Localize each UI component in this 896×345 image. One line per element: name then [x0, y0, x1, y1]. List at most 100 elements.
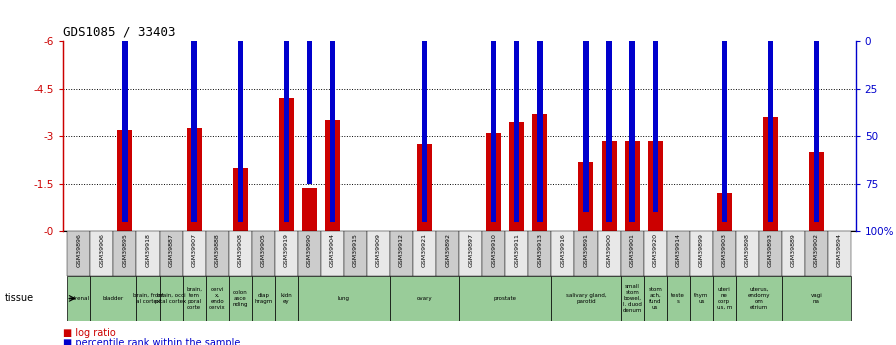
Bar: [306, 41, 312, 184]
Bar: [297, 231, 321, 276]
Text: vagi
na: vagi na: [811, 293, 823, 304]
Bar: [136, 231, 159, 276]
Bar: [123, 41, 127, 221]
Text: stom
ach,
fund
us: stom ach, fund us: [648, 287, 662, 309]
Bar: [487, 133, 501, 231]
Text: GSM39915: GSM39915: [353, 233, 358, 267]
Bar: [228, 231, 252, 276]
Bar: [436, 231, 460, 276]
Bar: [325, 120, 340, 231]
Text: colon
asce
nding: colon asce nding: [232, 290, 248, 307]
Bar: [237, 41, 243, 221]
Bar: [459, 276, 551, 321]
Text: GSM39899: GSM39899: [699, 233, 703, 267]
Bar: [574, 231, 598, 276]
Text: GSM39906: GSM39906: [99, 233, 105, 267]
Bar: [390, 276, 460, 321]
Text: GSM39910: GSM39910: [491, 233, 496, 267]
Bar: [598, 231, 621, 276]
Text: GSM39889: GSM39889: [791, 233, 796, 267]
Bar: [390, 231, 413, 276]
Bar: [67, 231, 90, 276]
Text: GSM39892: GSM39892: [445, 233, 450, 267]
Text: salivary gland,
parotid: salivary gland, parotid: [565, 293, 607, 304]
Text: GSM39900: GSM39900: [607, 233, 612, 267]
Bar: [712, 231, 736, 276]
Bar: [538, 41, 542, 221]
Bar: [583, 41, 589, 212]
Bar: [482, 231, 505, 276]
Bar: [344, 231, 367, 276]
Bar: [532, 114, 547, 231]
Bar: [809, 152, 824, 231]
Bar: [114, 231, 136, 276]
Text: GSM39887: GSM39887: [168, 233, 174, 267]
Bar: [505, 231, 529, 276]
Text: GSM39916: GSM39916: [560, 233, 565, 267]
Bar: [284, 41, 289, 221]
Text: GSM39908: GSM39908: [237, 233, 243, 267]
Bar: [717, 193, 732, 231]
Bar: [630, 41, 634, 221]
Bar: [652, 41, 658, 212]
Bar: [648, 141, 663, 231]
Bar: [625, 141, 640, 231]
Text: lung: lung: [338, 296, 350, 301]
Bar: [551, 276, 621, 321]
Bar: [782, 276, 851, 321]
Bar: [136, 276, 159, 321]
Text: ovary: ovary: [417, 296, 433, 301]
Bar: [252, 276, 275, 321]
Bar: [621, 276, 643, 321]
Bar: [297, 276, 390, 321]
Text: GSM39903: GSM39903: [722, 233, 727, 267]
Bar: [459, 231, 482, 276]
Bar: [514, 41, 520, 221]
Text: GSM39890: GSM39890: [306, 233, 312, 267]
Bar: [206, 231, 228, 276]
Text: GSM39913: GSM39913: [538, 233, 542, 267]
Text: bladder: bladder: [103, 296, 124, 301]
Bar: [183, 231, 206, 276]
Text: GSM39918: GSM39918: [145, 233, 151, 267]
Bar: [367, 231, 390, 276]
Bar: [279, 98, 294, 231]
Text: GSM39888: GSM39888: [215, 233, 220, 267]
Bar: [321, 231, 344, 276]
Text: GSM39894: GSM39894: [837, 233, 842, 267]
Text: GSM39914: GSM39914: [676, 233, 681, 267]
Bar: [275, 276, 297, 321]
Text: brain, front
al cortex: brain, front al cortex: [133, 293, 163, 304]
Text: brain,
tem
poral
corte: brain, tem poral corte: [186, 287, 202, 309]
Text: kidn
ey: kidn ey: [280, 293, 292, 304]
Bar: [159, 231, 183, 276]
Text: GSM39895: GSM39895: [123, 233, 127, 267]
Text: teste
s: teste s: [671, 293, 685, 304]
Bar: [159, 276, 183, 321]
Bar: [828, 231, 851, 276]
Bar: [759, 231, 782, 276]
Bar: [90, 231, 114, 276]
Text: GSM39905: GSM39905: [261, 233, 266, 267]
Bar: [805, 231, 828, 276]
Bar: [252, 231, 275, 276]
Bar: [206, 276, 228, 321]
Text: prostate: prostate: [494, 296, 517, 301]
Bar: [601, 141, 616, 231]
Text: GSM39897: GSM39897: [469, 233, 473, 267]
Text: GSM39911: GSM39911: [514, 233, 520, 267]
Bar: [413, 231, 436, 276]
Text: cervi
x,
endo
cervix: cervi x, endo cervix: [209, 287, 226, 309]
Bar: [275, 231, 297, 276]
Text: GDS1085 / 33403: GDS1085 / 33403: [63, 26, 176, 39]
Bar: [690, 231, 712, 276]
Text: GSM39901: GSM39901: [630, 233, 634, 267]
Bar: [302, 188, 317, 231]
Bar: [233, 168, 247, 231]
Bar: [529, 231, 551, 276]
Bar: [814, 41, 819, 221]
Bar: [422, 41, 427, 221]
Bar: [621, 231, 643, 276]
Bar: [90, 276, 136, 321]
Bar: [736, 276, 782, 321]
